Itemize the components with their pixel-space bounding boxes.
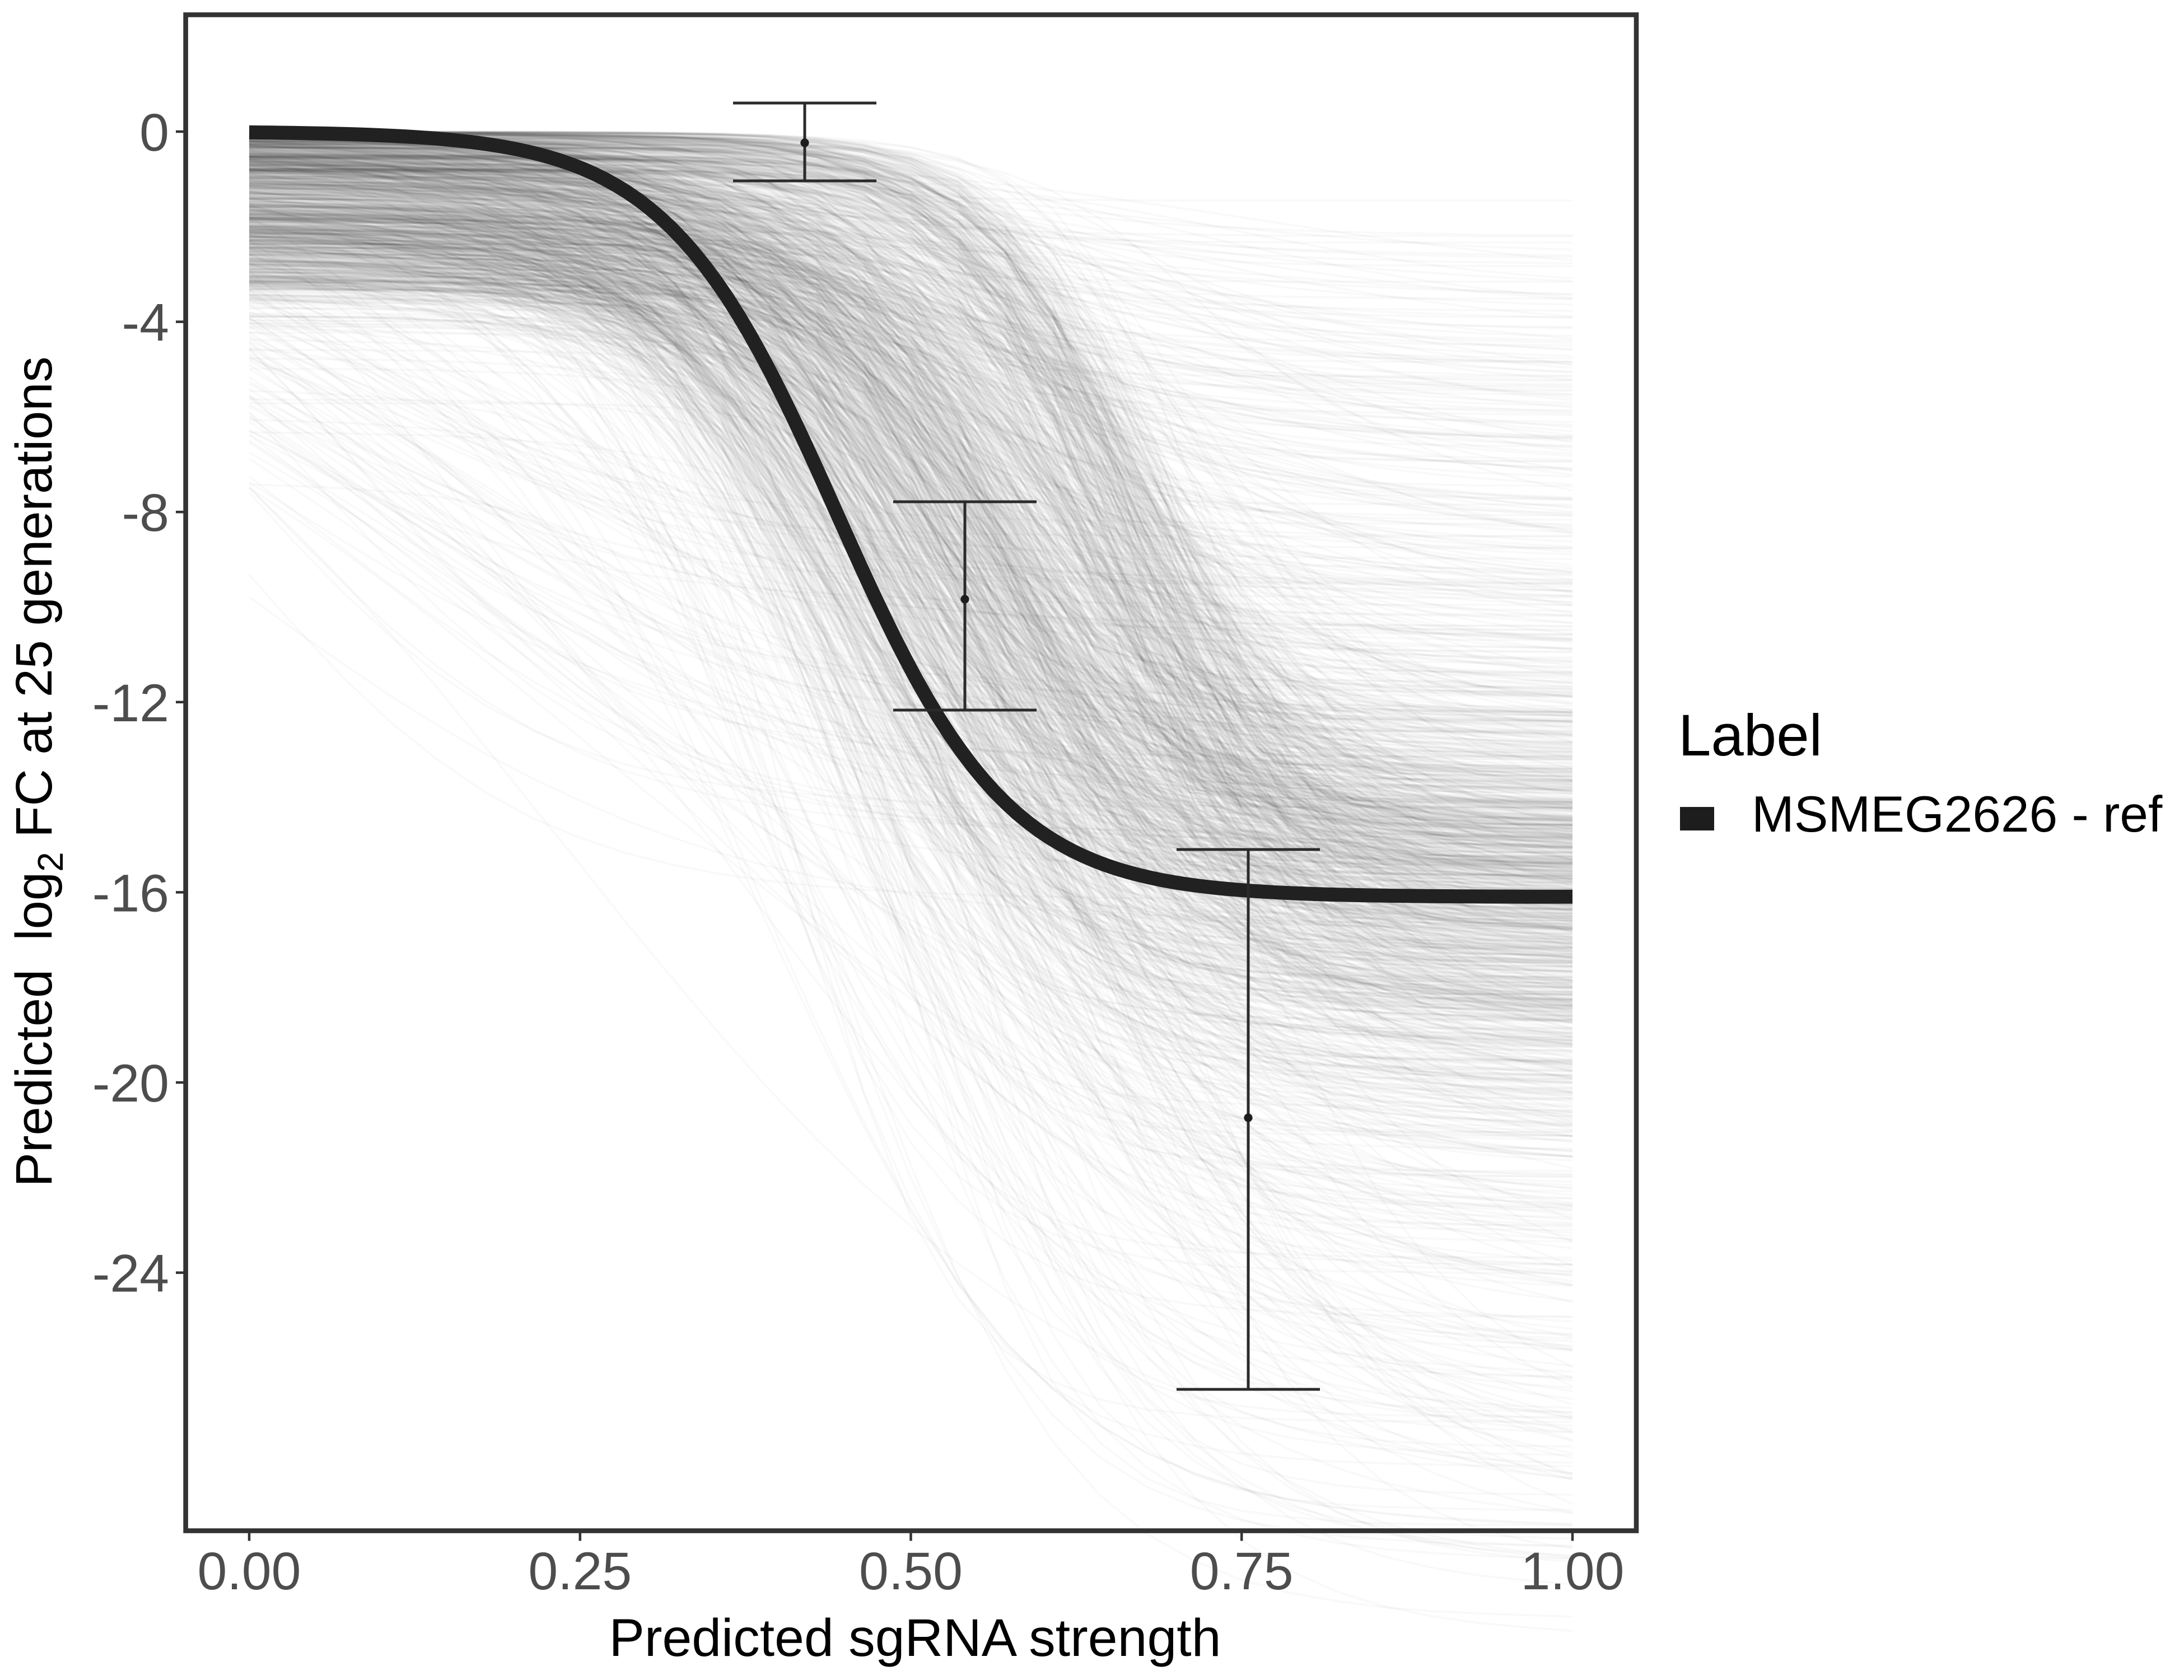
svg-text:-24: -24 — [92, 1244, 169, 1304]
svg-text:Predicted sgRNA strength: Predicted sgRNA strength — [609, 1608, 1221, 1668]
svg-text:1.00: 1.00 — [1521, 1542, 1625, 1601]
svg-text:0.50: 0.50 — [859, 1542, 963, 1601]
svg-text:Label: Label — [1678, 703, 1822, 768]
svg-text:-8: -8 — [122, 483, 169, 543]
svg-text:0.00: 0.00 — [198, 1542, 301, 1601]
svg-text:-4: -4 — [122, 293, 169, 353]
svg-text:-20: -20 — [92, 1054, 169, 1113]
svg-text:0: 0 — [139, 103, 169, 162]
svg-text:-16: -16 — [92, 864, 169, 923]
svg-text:0.25: 0.25 — [528, 1542, 632, 1601]
svg-text:-12: -12 — [92, 674, 169, 733]
svg-text:MSMEG2626 - ref: MSMEG2626 - ref — [1752, 786, 2163, 843]
svg-text:Predicted log2 FC at 25 gener: Predicted log2 FC at 25 generations — [6, 357, 71, 1187]
svg-text:0.75: 0.75 — [1190, 1542, 1294, 1601]
